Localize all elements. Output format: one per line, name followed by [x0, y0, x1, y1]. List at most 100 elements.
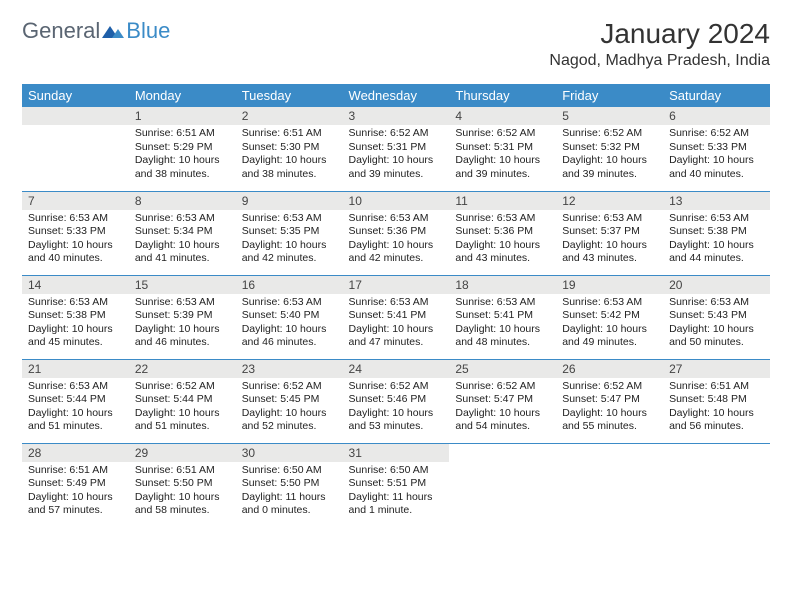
day-day2: and 42 minutes.: [349, 252, 444, 266]
day-sunrise: Sunrise: 6:52 AM: [562, 127, 657, 141]
calendar-cell: 25Sunrise: 6:52 AMSunset: 5:47 PMDayligh…: [449, 359, 556, 443]
day-day2: and 57 minutes.: [28, 504, 123, 518]
day-sunrise: Sunrise: 6:51 AM: [242, 127, 337, 141]
day-sunset: Sunset: 5:44 PM: [28, 393, 123, 407]
day-day1: Daylight: 10 hours: [135, 407, 230, 421]
day-number: 30: [236, 444, 343, 462]
day-sunset: Sunset: 5:39 PM: [135, 309, 230, 323]
calendar-cell: 5Sunrise: 6:52 AMSunset: 5:32 PMDaylight…: [556, 107, 663, 191]
day-day1: Daylight: 10 hours: [242, 323, 337, 337]
day-day2: and 46 minutes.: [135, 336, 230, 350]
day-sunrise: Sunrise: 6:53 AM: [349, 212, 444, 226]
day-day1: Daylight: 10 hours: [669, 323, 764, 337]
day-sunrise: Sunrise: 6:53 AM: [28, 380, 123, 394]
day-body: Sunrise: 6:51 AMSunset: 5:29 PMDaylight:…: [129, 125, 236, 186]
calendar-cell: [663, 443, 770, 527]
day-sunset: Sunset: 5:31 PM: [349, 141, 444, 155]
day-sunrise: Sunrise: 6:53 AM: [455, 212, 550, 226]
day-number-empty: [22, 107, 129, 125]
day-body: Sunrise: 6:53 AMSunset: 5:40 PMDaylight:…: [236, 294, 343, 355]
day-sunrise: Sunrise: 6:53 AM: [28, 296, 123, 310]
day-sunset: Sunset: 5:43 PM: [669, 309, 764, 323]
day-number: 3: [343, 107, 450, 125]
day-day2: and 40 minutes.: [669, 168, 764, 182]
weekday-header: Thursday: [449, 84, 556, 107]
day-day2: and 45 minutes.: [28, 336, 123, 350]
day-number: 16: [236, 276, 343, 294]
day-day1: Daylight: 10 hours: [28, 407, 123, 421]
calendar-cell: 2Sunrise: 6:51 AMSunset: 5:30 PMDaylight…: [236, 107, 343, 191]
day-number: 25: [449, 360, 556, 378]
day-number: 26: [556, 360, 663, 378]
day-day2: and 51 minutes.: [28, 420, 123, 434]
calendar-cell: 23Sunrise: 6:52 AMSunset: 5:45 PMDayligh…: [236, 359, 343, 443]
day-sunrise: Sunrise: 6:52 AM: [669, 127, 764, 141]
day-sunset: Sunset: 5:32 PM: [562, 141, 657, 155]
day-day1: Daylight: 10 hours: [135, 491, 230, 505]
day-day2: and 42 minutes.: [242, 252, 337, 266]
day-day2: and 54 minutes.: [455, 420, 550, 434]
day-body: Sunrise: 6:51 AMSunset: 5:50 PMDaylight:…: [129, 462, 236, 523]
brand-mark-icon: [102, 18, 124, 44]
day-day1: Daylight: 10 hours: [669, 154, 764, 168]
calendar-cell: 26Sunrise: 6:52 AMSunset: 5:47 PMDayligh…: [556, 359, 663, 443]
day-day1: Daylight: 10 hours: [28, 239, 123, 253]
day-number: 18: [449, 276, 556, 294]
day-number: 24: [343, 360, 450, 378]
day-day1: Daylight: 10 hours: [455, 239, 550, 253]
day-sunrise: Sunrise: 6:53 AM: [242, 296, 337, 310]
day-number: 13: [663, 192, 770, 210]
day-day1: Daylight: 10 hours: [135, 154, 230, 168]
day-sunrise: Sunrise: 6:53 AM: [135, 296, 230, 310]
day-sunrise: Sunrise: 6:53 AM: [349, 296, 444, 310]
day-sunrise: Sunrise: 6:52 AM: [135, 380, 230, 394]
calendar-week-row: 14Sunrise: 6:53 AMSunset: 5:38 PMDayligh…: [22, 275, 770, 359]
day-day2: and 58 minutes.: [135, 504, 230, 518]
day-sunset: Sunset: 5:47 PM: [455, 393, 550, 407]
calendar-table: SundayMondayTuesdayWednesdayThursdayFrid…: [22, 84, 770, 527]
weekday-header: Wednesday: [343, 84, 450, 107]
day-number: 17: [343, 276, 450, 294]
day-day2: and 53 minutes.: [349, 420, 444, 434]
day-body: Sunrise: 6:52 AMSunset: 5:31 PMDaylight:…: [343, 125, 450, 186]
day-day1: Daylight: 10 hours: [242, 154, 337, 168]
day-day1: Daylight: 10 hours: [135, 239, 230, 253]
day-sunset: Sunset: 5:44 PM: [135, 393, 230, 407]
day-sunrise: Sunrise: 6:53 AM: [562, 212, 657, 226]
day-day2: and 50 minutes.: [669, 336, 764, 350]
day-number: 1: [129, 107, 236, 125]
day-sunrise: Sunrise: 6:53 AM: [455, 296, 550, 310]
calendar-cell: 1Sunrise: 6:51 AMSunset: 5:29 PMDaylight…: [129, 107, 236, 191]
day-sunrise: Sunrise: 6:52 AM: [455, 127, 550, 141]
page-title: January 2024: [549, 18, 770, 50]
calendar-week-row: 7Sunrise: 6:53 AMSunset: 5:33 PMDaylight…: [22, 191, 770, 275]
day-number: 29: [129, 444, 236, 462]
day-number: 20: [663, 276, 770, 294]
calendar-cell: 13Sunrise: 6:53 AMSunset: 5:38 PMDayligh…: [663, 191, 770, 275]
day-day2: and 44 minutes.: [669, 252, 764, 266]
calendar-cell: 15Sunrise: 6:53 AMSunset: 5:39 PMDayligh…: [129, 275, 236, 359]
day-day2: and 49 minutes.: [562, 336, 657, 350]
day-day1: Daylight: 11 hours: [242, 491, 337, 505]
day-sunset: Sunset: 5:34 PM: [135, 225, 230, 239]
day-sunrise: Sunrise: 6:50 AM: [349, 464, 444, 478]
day-sunset: Sunset: 5:30 PM: [242, 141, 337, 155]
day-day2: and 1 minute.: [349, 504, 444, 518]
day-sunset: Sunset: 5:33 PM: [669, 141, 764, 155]
calendar-cell: 28Sunrise: 6:51 AMSunset: 5:49 PMDayligh…: [22, 443, 129, 527]
day-sunrise: Sunrise: 6:51 AM: [135, 127, 230, 141]
day-number: 15: [129, 276, 236, 294]
day-day1: Daylight: 10 hours: [349, 239, 444, 253]
calendar-cell: 7Sunrise: 6:53 AMSunset: 5:33 PMDaylight…: [22, 191, 129, 275]
day-sunset: Sunset: 5:45 PM: [242, 393, 337, 407]
day-body: Sunrise: 6:53 AMSunset: 5:41 PMDaylight:…: [343, 294, 450, 355]
day-day2: and 38 minutes.: [242, 168, 337, 182]
day-number: 9: [236, 192, 343, 210]
calendar-cell: 18Sunrise: 6:53 AMSunset: 5:41 PMDayligh…: [449, 275, 556, 359]
calendar-body: 1Sunrise: 6:51 AMSunset: 5:29 PMDaylight…: [22, 107, 770, 527]
day-day1: Daylight: 10 hours: [28, 491, 123, 505]
day-day2: and 47 minutes.: [349, 336, 444, 350]
day-number: 12: [556, 192, 663, 210]
day-sunset: Sunset: 5:48 PM: [669, 393, 764, 407]
day-body: Sunrise: 6:52 AMSunset: 5:46 PMDaylight:…: [343, 378, 450, 439]
